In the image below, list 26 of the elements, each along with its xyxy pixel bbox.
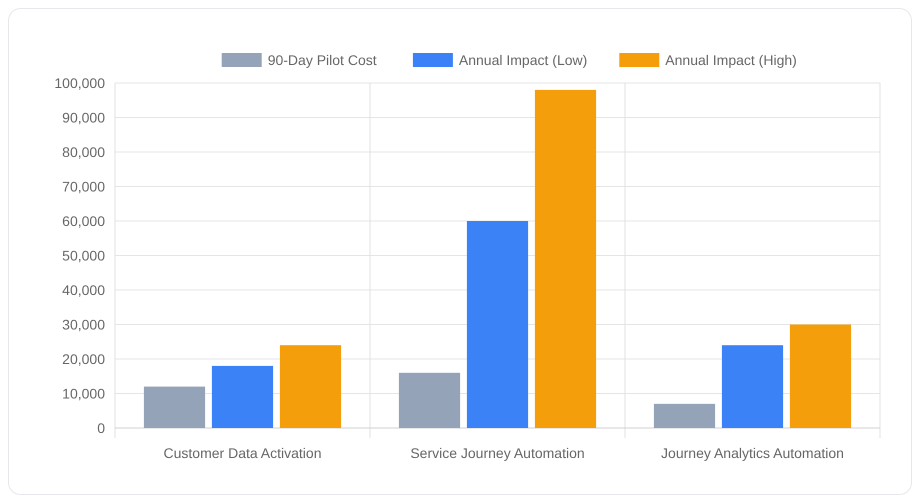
y-tick-label: 40,000 <box>62 282 106 298</box>
y-tick-label: 100,000 <box>54 75 106 91</box>
y-tick-label: 80,000 <box>62 144 106 160</box>
bar <box>722 345 784 428</box>
y-tick-label: 10,000 <box>62 386 106 402</box>
legend-label: Annual Impact (Low) <box>458 52 588 68</box>
bar <box>534 90 596 428</box>
y-tick-label: 70,000 <box>62 178 106 194</box>
bar <box>280 345 342 428</box>
bar <box>654 404 716 428</box>
y-tick-label: 20,000 <box>62 351 106 367</box>
y-tick-label: 0 <box>97 420 106 436</box>
bar <box>398 372 460 428</box>
bar <box>466 221 528 428</box>
legend-label: 90-Day Pilot Cost <box>268 52 377 68</box>
y-tick-label: 50,000 <box>62 248 106 264</box>
y-tick-label: 30,000 <box>62 316 106 332</box>
legend-label: Annual Impact (High) <box>665 52 797 68</box>
x-tick-label: Service Journey Automation <box>410 445 585 461</box>
bar <box>212 366 274 428</box>
y-tick-label: 60,000 <box>62 213 106 229</box>
bar <box>790 324 852 428</box>
bar <box>144 386 206 428</box>
x-tick-label: Customer Data Activation <box>164 445 322 461</box>
x-tick-label: Journey Analytics Automation <box>661 445 844 461</box>
y-tick-label: 90,000 <box>62 110 106 126</box>
